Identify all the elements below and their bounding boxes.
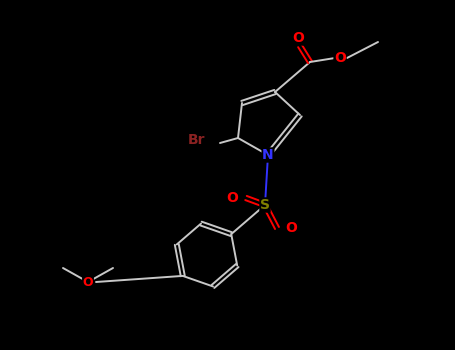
Text: O: O bbox=[292, 31, 304, 45]
Text: O: O bbox=[83, 275, 93, 288]
Text: S: S bbox=[260, 198, 270, 212]
Text: O: O bbox=[334, 51, 346, 65]
Text: Br: Br bbox=[187, 133, 205, 147]
Text: N: N bbox=[262, 148, 274, 162]
Text: O: O bbox=[285, 221, 297, 235]
Text: O: O bbox=[226, 191, 238, 205]
